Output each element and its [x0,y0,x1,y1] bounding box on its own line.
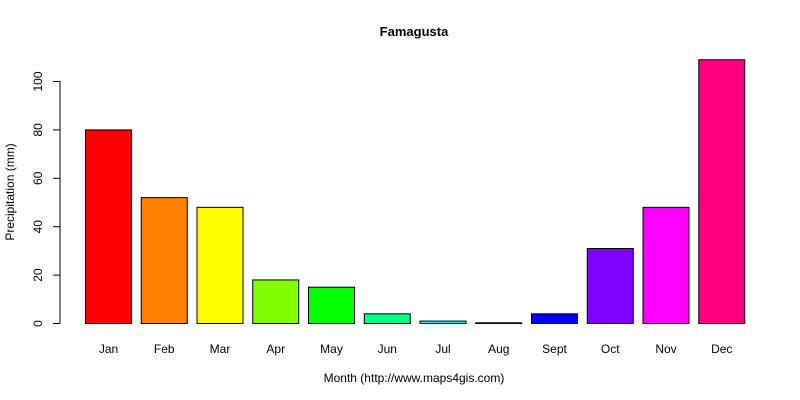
bar-mar [196,206,244,324]
x-tick-label: Oct [601,342,620,356]
bar-feb [140,197,188,324]
x-tick-label: Dec [711,342,732,356]
x-tick-label: Jun [378,342,397,356]
x-tick-label: Nov [655,342,676,356]
chart-title: Famagusta [380,24,449,39]
x-tick-label: Apr [266,342,285,356]
bar-jul [419,320,467,324]
bar-nov [642,206,690,324]
bar-may [308,286,355,325]
x-axis-label: Month (http://www.maps4gis.com) [324,371,505,385]
y-tick-label: 100 [31,71,45,91]
x-tick-label: Sept [542,342,567,356]
bar-jan [85,129,132,324]
x-tick-label: Jul [435,342,450,356]
x-tick-label: Feb [154,342,175,356]
y-tick-label: 60 [31,171,45,185]
y-tick-label: 80 [31,123,45,137]
x-tick-label: Jan [99,342,118,356]
x-tick-labels: Jan Feb Mar Apr May Jun Jul Aug Sept Oct Nov Dec [99,342,733,356]
bar-oct [586,247,634,324]
bar-apr [252,279,300,325]
bar-aug [475,322,523,324]
bar-jun [363,313,411,325]
y-tick-label: 40 [31,220,45,234]
bar-sept [531,313,578,325]
y-axis: 0 20 40 60 80 100 [31,71,61,327]
bar-dec [698,59,746,324]
bars [85,59,746,325]
y-tick-label: 0 [31,320,45,327]
x-tick-label: Aug [488,342,509,356]
y-axis-label: Precipitation (mm) [3,143,17,240]
y-tick-label: 20 [31,268,45,282]
x-tick-label: Mar [210,342,231,356]
x-tick-label: May [320,342,343,356]
